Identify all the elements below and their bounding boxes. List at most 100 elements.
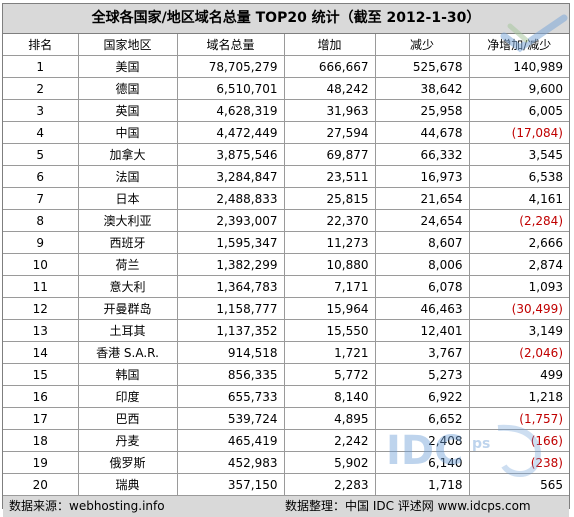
header-row: 排名 国家地区 域名总量 增加 减少 净增加/减少 xyxy=(3,34,569,56)
country-cell: 美国 xyxy=(78,55,178,78)
rank-cell: 9 xyxy=(3,231,79,254)
country-cell: 土耳其 xyxy=(78,319,178,342)
total-cell: 1,595,347 xyxy=(177,231,285,254)
net-cell: 499 xyxy=(469,363,569,386)
removed-cell: 1,718 xyxy=(375,473,470,496)
rank-cell: 13 xyxy=(3,319,79,342)
net-cell: 1,093 xyxy=(469,275,569,298)
removed-cell: 6,652 xyxy=(375,407,470,430)
country-cell: 韩国 xyxy=(78,363,178,386)
table-row: 12 开曼群岛 1,158,777 15,964 46,463 (30,499) xyxy=(3,297,569,320)
rank-cell: 14 xyxy=(3,341,79,364)
added-cell: 22,370 xyxy=(284,209,376,232)
added-cell: 2,283 xyxy=(284,473,376,496)
total-cell: 914,518 xyxy=(177,341,285,364)
country-cell: 印度 xyxy=(78,385,178,408)
footer: 数据来源：webhosting.info 数据整理：中国 IDC 评述网 www… xyxy=(3,496,569,517)
removed-cell: 44,678 xyxy=(375,121,470,144)
total-cell: 357,150 xyxy=(177,473,285,496)
country-cell: 巴西 xyxy=(78,407,178,430)
table-row: 10 荷兰 1,382,299 10,880 8,006 2,874 xyxy=(3,253,569,276)
country-cell: 英国 xyxy=(78,99,178,122)
total-cell: 465,419 xyxy=(177,429,285,452)
table-row: 1 美国 78,705,279 666,667 525,678 140,989 xyxy=(3,55,569,78)
country-cell: 开曼群岛 xyxy=(78,297,178,320)
total-cell: 3,284,847 xyxy=(177,165,285,188)
removed-cell: 24,654 xyxy=(375,209,470,232)
table-row: 14 香港 S.A.R. 914,518 1,721 3,767 (2,046) xyxy=(3,341,569,364)
rank-cell: 8 xyxy=(3,209,79,232)
added-cell: 5,772 xyxy=(284,363,376,386)
table-row: 4 中国 4,472,449 27,594 44,678 (17,084) xyxy=(3,121,569,144)
table-row: 8 澳大利亚 2,393,007 22,370 24,654 (2,284) xyxy=(3,209,569,232)
total-cell: 452,983 xyxy=(177,451,285,474)
added-cell: 48,242 xyxy=(284,77,376,100)
total-cell: 2,393,007 xyxy=(177,209,285,232)
added-cell: 15,964 xyxy=(284,297,376,320)
table-row: 11 意大利 1,364,783 7,171 6,078 1,093 xyxy=(3,275,569,298)
removed-cell: 6,922 xyxy=(375,385,470,408)
table-row: 2 德国 6,510,701 48,242 38,642 9,600 xyxy=(3,77,569,100)
added-cell: 1,721 xyxy=(284,341,376,364)
rank-cell: 16 xyxy=(3,385,79,408)
country-cell: 德国 xyxy=(78,77,178,100)
domain-stats-table: 排名 国家地区 域名总量 增加 减少 净增加/减少 1 美国 78,705,279 6… xyxy=(3,34,569,496)
total-cell: 4,472,449 xyxy=(177,121,285,144)
rank-cell: 2 xyxy=(3,77,79,100)
country-cell: 丹麦 xyxy=(78,429,178,452)
removed-cell: 3,767 xyxy=(375,341,470,364)
net-cell: (238) xyxy=(469,451,569,474)
table-row: 7 日本 2,488,833 25,815 21,654 4,161 xyxy=(3,187,569,210)
column-header-country: 国家地区 xyxy=(78,34,178,56)
country-cell: 荷兰 xyxy=(78,253,178,276)
total-cell: 655,733 xyxy=(177,385,285,408)
rank-cell: 7 xyxy=(3,187,79,210)
removed-cell: 5,273 xyxy=(375,363,470,386)
rank-cell: 5 xyxy=(3,143,79,166)
net-cell: (1,757) xyxy=(469,407,569,430)
net-cell: 3,149 xyxy=(469,319,569,342)
rank-cell: 3 xyxy=(3,99,79,122)
removed-cell: 6,078 xyxy=(375,275,470,298)
rank-cell: 10 xyxy=(3,253,79,276)
country-cell: 瑞典 xyxy=(78,473,178,496)
removed-cell: 8,607 xyxy=(375,231,470,254)
removed-cell: 2,408 xyxy=(375,429,470,452)
country-cell: 法国 xyxy=(78,165,178,188)
column-header-net: 净增加/减少 xyxy=(469,34,569,56)
net-cell: (2,284) xyxy=(469,209,569,232)
table-row: 15 韩国 856,335 5,772 5,273 499 xyxy=(3,363,569,386)
column-header-total: 域名总量 xyxy=(177,34,285,56)
rank-cell: 19 xyxy=(3,451,79,474)
total-cell: 4,628,319 xyxy=(177,99,285,122)
country-cell: 加拿大 xyxy=(78,143,178,166)
added-cell: 5,902 xyxy=(284,451,376,474)
added-cell: 23,511 xyxy=(284,165,376,188)
removed-cell: 38,642 xyxy=(375,77,470,100)
country-cell: 香港 S.A.R. xyxy=(78,341,178,364)
total-cell: 3,875,546 xyxy=(177,143,285,166)
removed-cell: 66,332 xyxy=(375,143,470,166)
total-cell: 1,137,352 xyxy=(177,319,285,342)
total-cell: 1,382,299 xyxy=(177,253,285,276)
total-cell: 2,488,833 xyxy=(177,187,285,210)
net-cell: (30,499) xyxy=(469,297,569,320)
net-cell: (2,046) xyxy=(469,341,569,364)
net-cell: 2,874 xyxy=(469,253,569,276)
added-cell: 666,667 xyxy=(284,55,376,78)
added-cell: 8,140 xyxy=(284,385,376,408)
net-cell: (166) xyxy=(469,429,569,452)
rank-cell: 11 xyxy=(3,275,79,298)
removed-cell: 6,140 xyxy=(375,451,470,474)
country-cell: 中国 xyxy=(78,121,178,144)
table-row: 6 法国 3,284,847 23,511 16,973 6,538 xyxy=(3,165,569,188)
table-row: 13 土耳其 1,137,352 15,550 12,401 3,149 xyxy=(3,319,569,342)
added-cell: 10,880 xyxy=(284,253,376,276)
table-title: 全球各国家/地区域名总量 TOP20 统计（截至 2012-1-30） xyxy=(3,4,569,34)
rank-cell: 18 xyxy=(3,429,79,452)
added-cell: 2,242 xyxy=(284,429,376,452)
net-cell: 3,545 xyxy=(469,143,569,166)
table-row: 18 丹麦 465,419 2,242 2,408 (166) xyxy=(3,429,569,452)
added-cell: 7,171 xyxy=(284,275,376,298)
total-cell: 6,510,701 xyxy=(177,77,285,100)
